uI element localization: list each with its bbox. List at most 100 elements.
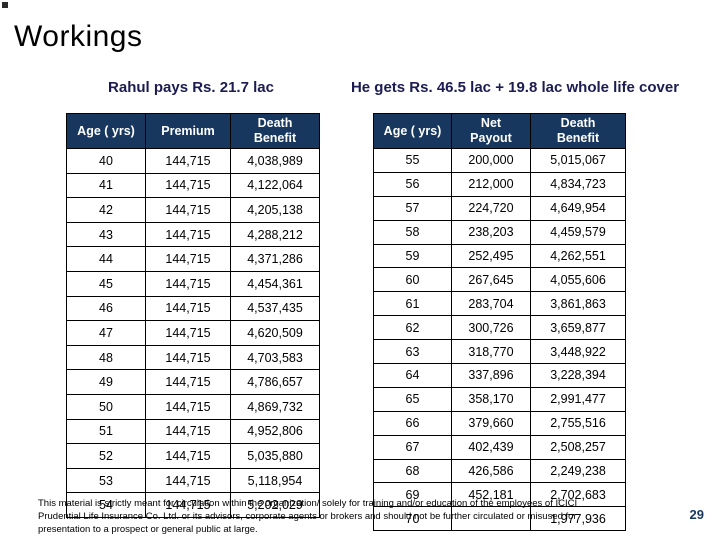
table-cell: 212,000 [451,171,531,197]
table-cell: 70 [373,506,452,532]
table-cell: 4,786,657 [230,369,320,395]
table-cell: 144,715 [145,467,231,494]
col-header-premium: Premium [145,113,231,149]
table-cell: 144,715 [145,418,231,445]
table-cell: 318,770 [451,339,531,365]
table-cell: 144,715 [145,393,231,420]
table-cell: 144,715 [145,443,231,469]
table-row: 55 200,000 5,015,067 [373,148,626,173]
disclaimer-line: Prudential Life Insurance Co. Ltd. or it… [38,511,577,522]
table-cell: 4,620,509 [230,320,320,346]
table-cell: 40 [66,148,146,174]
table-cell: 53 [66,467,146,494]
table-cell: 46 [66,295,146,322]
table-cell: 2,755,516 [530,410,626,436]
payout-table-body: 55 200,000 5,015,067 56 212,000 4,834,723 57 22… [373,148,626,532]
page-number: 29 [689,507,704,522]
table-cell: 64 [373,363,452,388]
table-cell: 4,038,989 [230,148,320,174]
table-row: 67 402,439 2,508,257 [373,434,626,460]
table-cell: 4,459,579 [530,219,626,245]
table-cell: 144,715 [145,148,231,174]
table-cell: 65 [373,386,452,412]
table-cell: 3,448,922 [530,339,626,365]
table-cell: 45 [66,270,146,297]
table-cell: 55 [373,148,452,173]
table-row: 58 238,203 4,459,579 [373,219,626,245]
table-header-row: Age ( yrs) Premium Death Benefit [66,113,320,149]
table-cell: 3,861,863 [530,291,626,317]
table-cell: 43 [66,221,146,248]
table-cell: 52 [66,443,146,469]
table-cell: 4,371,286 [230,246,320,272]
col-header-net-payout: Net Payout [451,113,531,149]
table-cell: 2,508,257 [530,434,626,460]
table-cell: 4,205,138 [230,197,320,223]
table-cell: 379,660 [451,410,531,436]
table-cell: 4,703,583 [230,344,320,371]
table-row: 56 212,000 4,834,723 [373,171,626,197]
table-row: 42 144,715 4,205,138 [66,197,320,223]
subtitle-pays: Rahul pays Rs. 21.7 lac [108,79,274,96]
table-row: 46 144,715 4,537,435 [66,295,320,322]
table-row: 59 252,495 4,262,551 [373,243,626,269]
premium-table: Age ( yrs) Premium Death Benefit 40 144,7… [66,113,320,518]
table-cell: 1,977,936 [530,506,626,532]
table-cell: 426,586 [451,458,531,484]
table-cell: 4,454,361 [230,270,320,297]
table-cell: 300,726 [451,315,531,341]
table-cell: 50 [66,393,146,420]
table-cell: 200,000 [451,148,531,173]
table-cell: 49 [66,369,146,395]
table-cell: 4,262,551 [530,243,626,269]
table-cell: 5,015,067 [530,148,626,173]
table-cell: 144,715 [145,172,231,199]
table-cell: 66 [373,410,452,436]
table-row: 51 144,715 4,952,806 [66,418,320,445]
col-header-death-benefit: Death Benefit [230,113,320,149]
table-header-row: Age ( yrs) Net Payout Death Benefit [373,113,626,149]
table-cell: 51 [66,418,146,445]
table-cell: 5,118,954 [230,467,320,494]
table-cell: 57 [373,195,452,221]
table-cell: 283,704 [451,291,531,317]
table-cell: 62 [373,315,452,341]
table-cell: 4,537,435 [230,295,320,322]
table-cell: 4,834,723 [530,171,626,197]
table-cell: 144,715 [145,344,231,371]
table-cell: 61 [373,291,452,317]
table-row: 47 144,715 4,620,509 [66,320,320,346]
table-row: 62 300,726 3,659,877 [373,315,626,341]
page-title: Workings [14,20,143,53]
table-cell: 5,035,880 [230,443,320,469]
table-cell: 144,715 [145,270,231,297]
table-cell: 54 [66,492,146,518]
table-row: 54 144,715 5,202,029 [66,492,320,518]
disclaimer: This material is strictly meant for circ… [38,497,652,536]
table-cell: 41 [66,172,146,199]
table-cell: 5,202,029 [230,492,320,518]
table-cell: 144,715 [145,246,231,272]
table-cell: 4,055,606 [530,267,626,293]
table-cell: 452,181 [451,482,531,508]
table-row: 40 144,715 4,038,989 [66,148,320,174]
disclaimer-line: presentation to a prospect or general pu… [38,524,258,535]
table-row: 50 144,715 4,869,732 [66,393,320,420]
table-cell: 2,991,477 [530,386,626,412]
corner-mark [2,2,8,8]
payout-table: Age ( yrs) Net Payout Death Benefit 55 20… [373,113,626,532]
table-cell: 4,869,732 [230,393,320,420]
table-row: 60 267,645 4,055,606 [373,267,626,293]
col-header-death-benefit: Death Benefit [530,113,626,149]
table-row: 64 337,896 3,228,394 [373,363,626,388]
table-cell: 42 [66,197,146,223]
table-row: 70 1,977,936 [373,506,626,532]
col-header-age: Age ( yrs) [373,113,452,149]
table-cell: 2,249,238 [530,458,626,484]
table-row: 63 318,770 3,448,922 [373,339,626,365]
table-cell: 68 [373,458,452,484]
table-cell: 47 [66,320,146,346]
table-row: 68 426,586 2,249,238 [373,458,626,484]
table-cell: 144,715 [145,197,231,223]
